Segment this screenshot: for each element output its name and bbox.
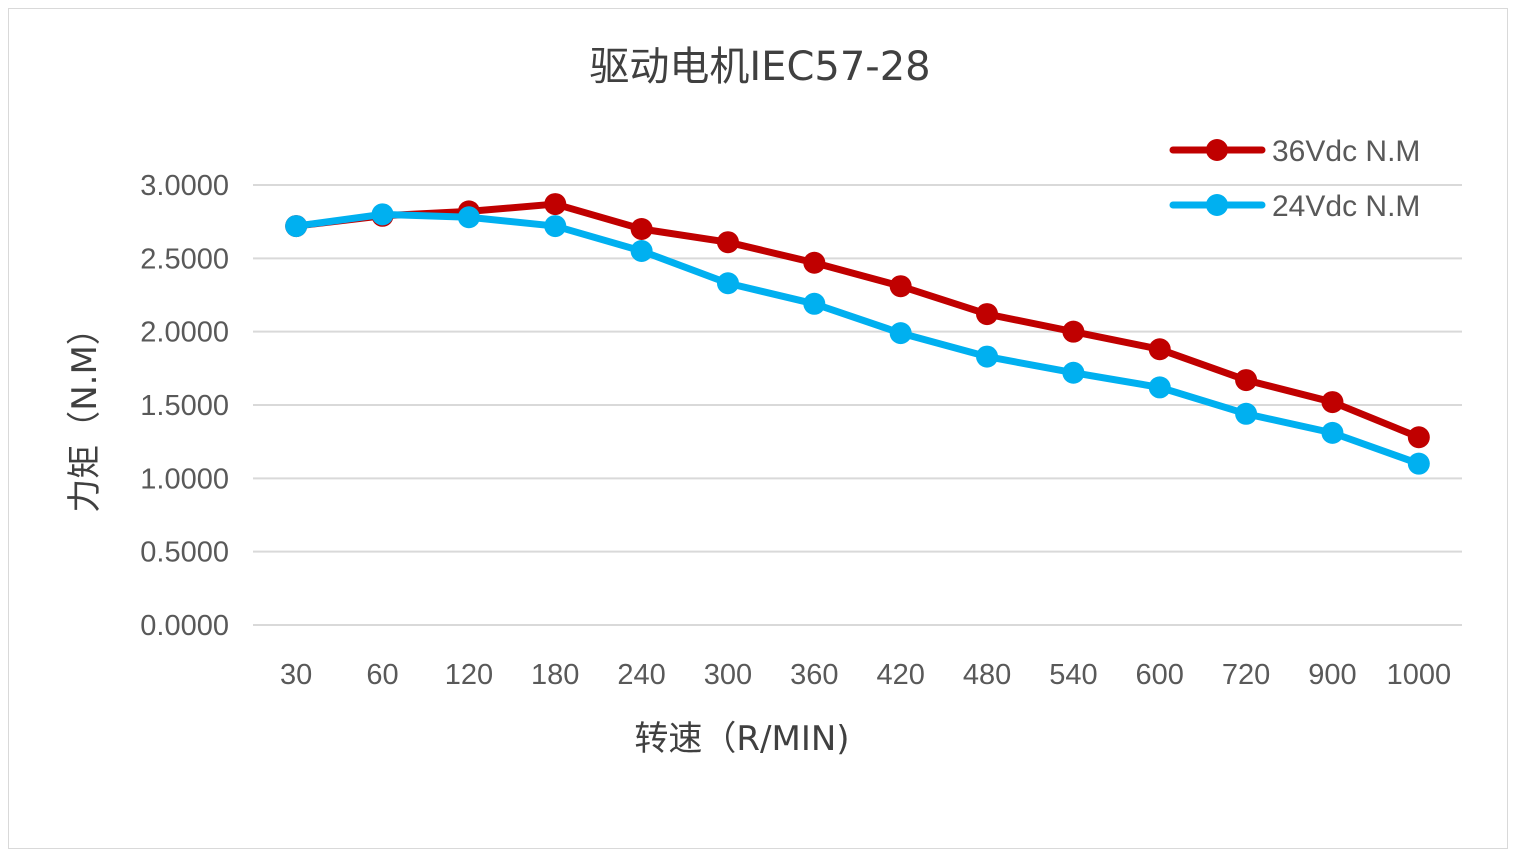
data-point — [976, 303, 999, 326]
data-point — [803, 251, 826, 274]
y-tick-label: 0.5000 — [140, 537, 229, 569]
x-tick-label: 1000 — [1387, 659, 1452, 691]
x-tick-label: 600 — [1136, 659, 1184, 691]
x-tick-label: 120 — [445, 659, 493, 691]
x-tick-label: 900 — [1308, 659, 1356, 691]
series-lines — [285, 193, 1430, 475]
data-point — [716, 272, 739, 295]
data-point — [544, 215, 567, 238]
x-tick-label: 540 — [1049, 659, 1097, 691]
y-tick-labels: 0.0000 0.5000 1.0000 1.5000 2.0000 2.5000 3.00… — [140, 170, 229, 642]
x-tick-label: 360 — [790, 659, 838, 691]
x-tick-label: 300 — [704, 659, 752, 691]
data-point — [457, 206, 480, 229]
legend-item-1: 24Vdc N.M — [1169, 190, 1420, 223]
data-point — [1062, 320, 1085, 343]
series-1 — [285, 203, 1430, 475]
y-axis-title: 力矩（N.M） — [65, 311, 105, 513]
x-tick-label: 180 — [531, 659, 579, 691]
legend-marker — [1206, 139, 1228, 161]
data-point — [1407, 452, 1430, 475]
data-point — [1407, 426, 1430, 449]
series-line — [292, 200, 1423, 441]
data-point — [1321, 391, 1344, 414]
data-point — [1235, 369, 1258, 392]
data-point — [716, 231, 739, 254]
data-point — [889, 275, 912, 298]
x-tick-labels: 30 60 120 180 240 300 360 420 480 540 600 720 900 100… — [280, 659, 1451, 691]
grid-lines — [253, 184, 1462, 626]
chart-title: 驱动电机IEC57-28 — [589, 44, 930, 90]
data-point — [630, 218, 653, 240]
legend-label: 36Vdc N.M — [1272, 135, 1420, 168]
x-tick-label: 420 — [876, 659, 924, 691]
x-tick-label: 60 — [366, 659, 398, 691]
data-point — [1148, 376, 1171, 399]
data-point — [976, 345, 999, 368]
series-line — [292, 210, 1423, 468]
data-point — [889, 322, 912, 345]
legend-label: 24Vdc N.M — [1272, 190, 1420, 223]
y-tick-label: 2.5000 — [140, 243, 229, 275]
data-point — [803, 292, 826, 315]
x-tick-label: 720 — [1222, 659, 1270, 691]
x-tick-label: 30 — [280, 659, 312, 691]
data-point — [1062, 361, 1085, 384]
y-tick-label: 1.0000 — [140, 463, 229, 495]
x-axis-title: 转速（R/MIN) — [634, 719, 849, 759]
y-tick-label: 0.0000 — [140, 610, 229, 642]
y-tick-label: 2.0000 — [140, 317, 229, 349]
y-tick-label: 1.5000 — [140, 390, 229, 422]
y-tick-label: 3.0000 — [140, 170, 229, 202]
data-point — [285, 215, 308, 238]
data-point — [1148, 338, 1171, 361]
data-point — [371, 203, 394, 226]
data-point — [1321, 421, 1344, 444]
legend-item-0: 36Vdc N.M — [1169, 135, 1420, 168]
data-point — [630, 240, 653, 262]
data-point — [1235, 402, 1258, 425]
legend-marker — [1206, 194, 1228, 216]
data-point — [544, 193, 567, 216]
x-tick-label: 480 — [963, 659, 1011, 691]
x-tick-label: 240 — [617, 659, 665, 691]
legend: 36Vdc N.M 24Vdc N.M — [1169, 135, 1420, 223]
